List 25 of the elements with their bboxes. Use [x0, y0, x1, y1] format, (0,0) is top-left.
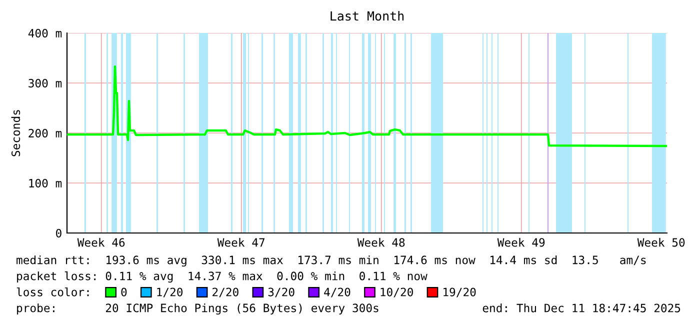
y-tick-label: 400 m: [28, 28, 62, 38]
chart-title: Last Month: [330, 11, 404, 21]
x-tick-label: Week 47: [217, 238, 264, 247]
x-tick-label: Week 46: [77, 238, 125, 247]
y-tick-label: 200 m: [28, 128, 62, 138]
legend-label: 4/20: [324, 288, 350, 298]
x-tick-label: Week 48: [357, 238, 405, 247]
legend-label: 19/20: [444, 288, 476, 298]
text: end: Thu Dec 11 18:47:45 2025: [482, 304, 680, 312]
legend-label: 3/20: [268, 288, 294, 298]
x-tick-label: Week 49: [497, 238, 545, 247]
legend-label: 0: [121, 288, 127, 296]
y-tick-label: 0: [56, 228, 62, 238]
legend-label: 1/20: [157, 288, 183, 298]
text: probe: 20 ICMP Echo Pings (56 Bytes) every 300s: [17, 303, 378, 315]
legend-label: 2/20: [212, 288, 238, 298]
text: median rtt: 193.6 ms avg 330.1 ms max 173.7 ms min 174.6 ms now 14.4 ms sd 13.5 am/s: [16, 255, 646, 267]
legend-title: loss color:: [16, 287, 89, 296]
line-series: [67, 65, 667, 148]
text: packet loss: 0.11 % avg 14.37 % max 0.00 % min 0.11 % now: [17, 271, 428, 283]
y-tick-label: 100 m: [29, 178, 62, 188]
y-axis-title: Seconds: [11, 110, 20, 156]
y-tick-label: 300 m: [28, 78, 62, 88]
x-tick-label: Week 50: [637, 238, 685, 247]
legend-label: 10/20: [380, 288, 413, 298]
